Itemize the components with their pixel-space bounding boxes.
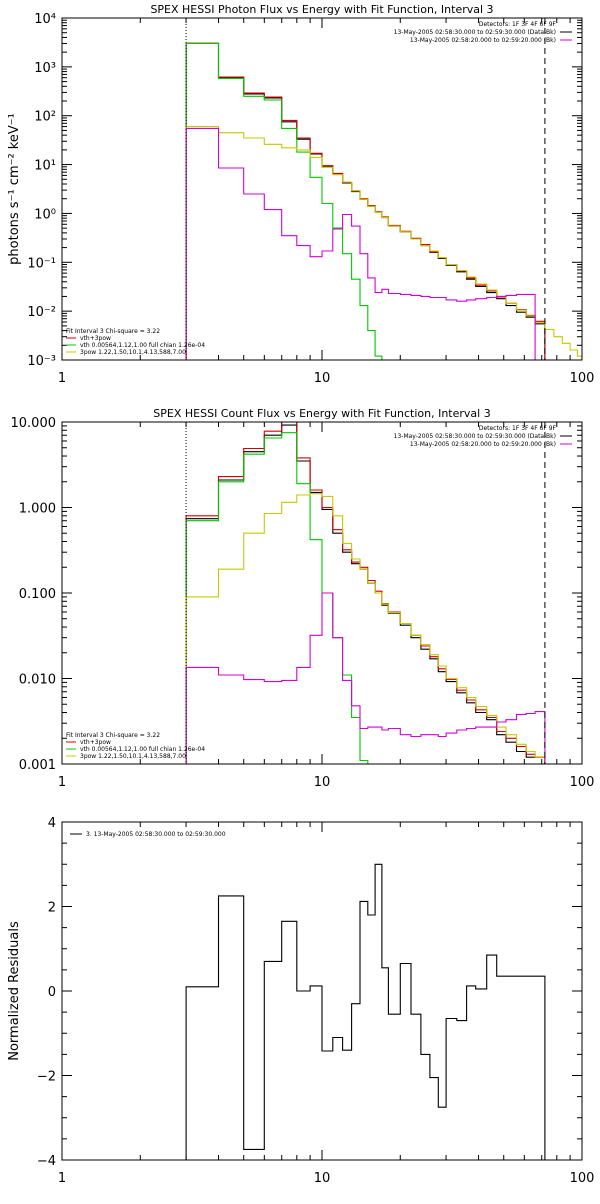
legend-entry: 13-May-2005 02:58:20.000 to 02:59:20.000… (410, 37, 556, 44)
y-tick-label: −4 (37, 1154, 56, 1169)
legend-entry: 3. 13-May-2005 02:58:30.000 to 02:59:30.… (86, 831, 226, 838)
legend-entry: 3pow 1.22,1.50,10.1,4.13,588,7.00 (80, 349, 186, 356)
plot-frame (61, 17, 583, 361)
y-tick-label: 10⁰ (34, 207, 56, 222)
legend-entry: vth 0.00564,1.12,1.00 full chian 1.26e-0… (80, 342, 205, 349)
x-tick-label: 10 (314, 1171, 331, 1186)
y-tick-label: 2 (48, 901, 56, 916)
chart-2: SPEX HESSI Count Flux vs Energy with Fit… (11, 407, 595, 790)
series-line (185, 424, 546, 764)
y-tick-label: 10.000 (11, 416, 57, 431)
y-tick-label: 4 (48, 816, 56, 831)
plot-frame (61, 821, 583, 1161)
y-tick-label: 10⁻¹ (27, 256, 56, 271)
x-tick-label: 100 (570, 371, 595, 386)
series-line (185, 863, 546, 1160)
y-tick-label: 0 (48, 985, 56, 1000)
series-line (185, 126, 582, 360)
chart-3: 1 10 100 −4 −2 0 2 4 Normalized Residuals 3. 13-M… (7, 816, 594, 1186)
y-tick-label: 10² (34, 110, 56, 125)
legend-entry: vth 0.00564,1.12,1.00 full chian 1.26e-0… (80, 746, 205, 753)
y-axis-label: photons s⁻¹ cm⁻² keV⁻¹ (7, 113, 22, 265)
y-tick-label: 0.100 (19, 587, 56, 602)
series-line (185, 493, 546, 764)
plot-area (185, 422, 546, 764)
legend-entry: vth+3pow (80, 335, 111, 342)
series-line (185, 42, 546, 360)
y-tick-label: 10⁻³ (27, 354, 56, 369)
series-line (185, 432, 369, 764)
series-line (185, 592, 546, 764)
y-tick-label: 10⁻² (27, 305, 56, 320)
x-tick-label: 10 (314, 371, 331, 386)
y-tick-label: 10¹ (34, 159, 56, 174)
y-tick-label: 1.000 (19, 502, 56, 517)
y-tick-label: −2 (37, 1070, 56, 1085)
x-tick-label: 10 (314, 775, 331, 790)
plot-area (185, 863, 546, 1160)
chart-title: SPEX HESSI Count Flux vs Energy with Fit… (153, 407, 490, 420)
x-tick-label: 1 (58, 775, 66, 790)
legend-entry: Fit Interval 3 Chi-square = 3.22 (66, 732, 160, 739)
y-tick-label: 10⁴ (34, 12, 56, 27)
series-line (185, 42, 383, 360)
legend-entry: 3pow 1.22,1.50,10.1,4.13,588,7.00 (80, 753, 186, 760)
legend-entry: Detectors: 1F 3F 4F 6F 9F (479, 425, 557, 432)
x-tick-label: 1 (58, 1171, 66, 1186)
plot-area (185, 42, 582, 360)
y-tick-label: 0.001 (19, 758, 56, 773)
plot-frame (61, 421, 583, 765)
series-line (185, 422, 546, 764)
series-line (185, 42, 546, 360)
x-tick-label: 100 (570, 1171, 595, 1186)
legend-entry: Detectors: 1F 3F 4F 6F 9F (479, 21, 557, 28)
chart-title: SPEX HESSI Photon Flux vs Energy with Fi… (150, 3, 493, 16)
legend-entry: 13-May-2005 02:58:30.000 to 02:59:30.000… (394, 433, 556, 440)
legend-entry: Fit Interval 3 Chi-square = 3.22 (66, 328, 160, 335)
series-line (185, 127, 546, 360)
legend-entry: vth+3pow (80, 739, 111, 746)
chart-1: SPEX HESSI Photon Flux vs Energy with Fi… (7, 3, 594, 386)
y-tick-label: 0.010 (19, 673, 56, 688)
x-tick-label: 1 (58, 371, 66, 386)
x-tick-label: 100 (570, 775, 595, 790)
legend-entry: 13-May-2005 02:58:30.000 to 02:59:30.000… (394, 29, 556, 36)
legend-entry: 13-May-2005 02:58:20.000 to 02:59:20.000… (410, 441, 556, 448)
y-axis-label: Normalized Residuals (7, 921, 22, 1061)
y-tick-label: 10³ (34, 61, 56, 76)
